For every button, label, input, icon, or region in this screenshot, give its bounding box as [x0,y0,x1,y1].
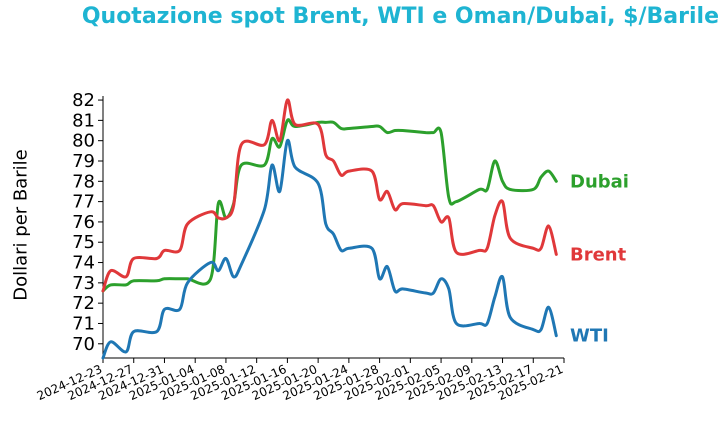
series-label-brent: Brent [570,244,627,265]
y-tick-label: 76 [72,212,95,233]
series-label-wti: WTI [570,326,609,347]
y-tick-label: 72 [72,293,95,314]
y-tick-label: 82 [72,90,95,111]
y-tick-label: 79 [72,151,95,172]
y-axis-label: Dollari per Barile [10,149,31,301]
series-line-dubai [101,118,558,293]
series-line-brent [101,98,558,293]
y-tick-label: 81 [72,110,95,131]
series-line-wti [101,138,558,360]
y-tick-label: 77 [72,192,95,213]
chart-title: Quotazione spot Brent, WTI e Oman/Dubai,… [81,4,719,29]
y-tick-label: 78 [72,171,95,192]
y-tick-label: 80 [72,131,95,152]
y-tick-label: 75 [72,232,95,253]
series-labels: Dubai Brent WTI [570,171,629,346]
series-group [101,98,558,360]
y-tick-label: 70 [72,334,95,355]
y-tick-label: 71 [72,313,95,334]
series-label-dubai: Dubai [570,171,629,192]
y-tick-label: 73 [72,273,95,294]
x-ticks: 2024-12-232024-12-272024-12-312025-01-04… [35,358,565,403]
y-tick-label: 74 [72,253,95,274]
